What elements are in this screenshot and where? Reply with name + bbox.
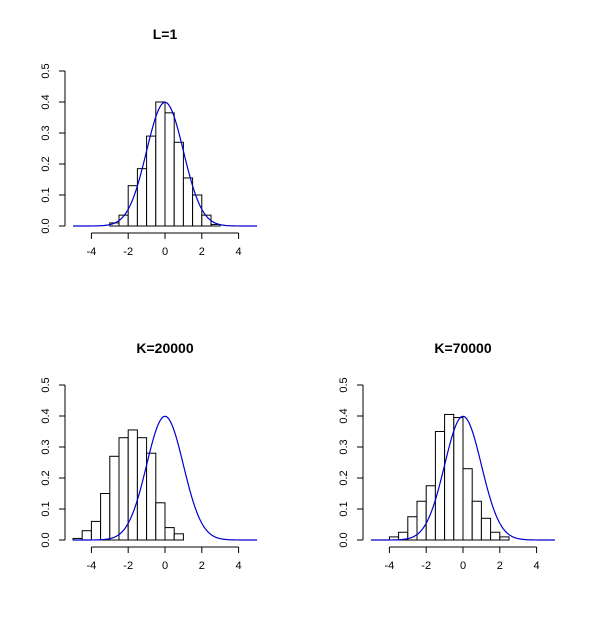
x-tick-label: -2 [123, 246, 133, 258]
y-tick-label: 0.4 [338, 408, 350, 423]
histogram-bar [90, 520, 102, 541]
x-tick-label: -2 [123, 560, 133, 572]
x-axis: -4 -2 0 2 4 [87, 546, 242, 572]
y-tick-label: 0.2 [40, 470, 52, 485]
x-axis: -4 -2 0 2 4 [385, 546, 540, 572]
y-tick-label: 0.2 [338, 470, 350, 485]
panel-title: L=1 [153, 26, 178, 42]
y-axis: 0.0 0.1 0.2 0.3 0.4 0.5 [40, 63, 66, 234]
y-tick-label: 0.4 [40, 94, 52, 109]
density-curve [73, 101, 257, 227]
histogram-bar [453, 417, 464, 541]
histogram-bar [127, 429, 138, 541]
density-curve [371, 415, 555, 541]
histogram-bar [136, 168, 148, 227]
y-tick-label: 0.3 [40, 125, 52, 140]
histogram-bar [499, 536, 510, 541]
y-tick-label: 0.1 [40, 501, 52, 516]
x-tick-label: 2 [199, 246, 205, 258]
histogram-bar [109, 455, 120, 541]
x-tick-label: 2 [497, 560, 503, 572]
y-axis: 0.0 0.1 0.2 0.3 0.4 0.5 [40, 377, 66, 548]
plot-area: -4 -2 0 2 4 0.0 0.1 0.2 0.3 0.4 0.5 [40, 63, 257, 258]
density-curve [73, 415, 257, 541]
plot-area: -4 -2 0 2 4 0.0 0.1 0.2 0.3 0.4 0.5 [40, 377, 257, 572]
histogram-bar [136, 437, 148, 541]
x-tick-label: 0 [162, 560, 168, 572]
x-tick-label: 4 [534, 560, 540, 572]
histogram-bar [471, 500, 482, 541]
panel-title: K=70000 [434, 340, 491, 356]
histogram-bar [164, 527, 175, 541]
plot-area: -4 -2 0 2 4 0.0 0.1 0.2 0.3 0.4 0.5 [338, 377, 555, 572]
y-tick-label: 0.1 [338, 501, 350, 516]
histogram-bar [164, 112, 175, 227]
x-tick-label: -2 [421, 560, 431, 572]
y-tick-label: 0.5 [40, 63, 52, 78]
histogram-bar [155, 101, 166, 227]
histogram-bar [146, 452, 157, 541]
histogram-bar [155, 502, 166, 541]
histogram-bar [100, 493, 111, 541]
x-tick-label: 0 [162, 246, 168, 258]
y-tick-label: 0.5 [338, 377, 350, 392]
y-axis: 0.0 0.1 0.2 0.3 0.4 0.5 [338, 377, 364, 548]
panel-k20000: K=20000 -4 -2 0 2 4 0.0 0.1 0.2 0.3 0.4 0.5 [40, 340, 257, 572]
x-tick-label: -4 [385, 560, 395, 572]
histogram-bar [192, 194, 203, 227]
y-tick-label: 0.0 [338, 532, 350, 547]
y-tick-label: 0.4 [40, 408, 52, 423]
histogram-bar [81, 530, 92, 541]
y-tick-label: 0.3 [338, 439, 350, 454]
histogram-bar [462, 468, 473, 541]
histogram-bar [173, 533, 184, 541]
panel-title: K=20000 [136, 340, 193, 356]
y-tick-label: 0.0 [40, 532, 52, 547]
y-tick-label: 0.3 [40, 439, 52, 454]
x-tick-label: 4 [236, 560, 242, 572]
histogram-bar [434, 431, 446, 541]
histogram-bar [146, 135, 157, 227]
histogram-bar [407, 516, 418, 541]
panel-l1: L=1 -4 -2 0 2 4 0.0 0.1 0.2 0.3 0.4 0.5 [40, 26, 257, 258]
y-tick-label: 0.2 [40, 156, 52, 171]
y-tick-label: 0.5 [40, 377, 52, 392]
x-tick-label: 0 [460, 560, 466, 572]
y-tick-label: 0.0 [40, 218, 52, 233]
x-tick-label: -4 [87, 246, 97, 258]
histogram-bar [182, 177, 194, 227]
x-tick-label: 4 [236, 246, 242, 258]
histogram-bar [480, 517, 492, 541]
x-tick-label: -4 [87, 560, 97, 572]
x-tick-label: 2 [199, 560, 205, 572]
x-axis: -4 -2 0 2 4 [87, 232, 242, 258]
histogram-bar [490, 531, 501, 541]
panel-k70000: K=70000 -4 -2 0 2 4 0.0 0.1 0.2 0.3 0.4 0.5 [338, 340, 555, 572]
histogram-bar [173, 141, 184, 227]
y-tick-label: 0.1 [40, 187, 52, 202]
